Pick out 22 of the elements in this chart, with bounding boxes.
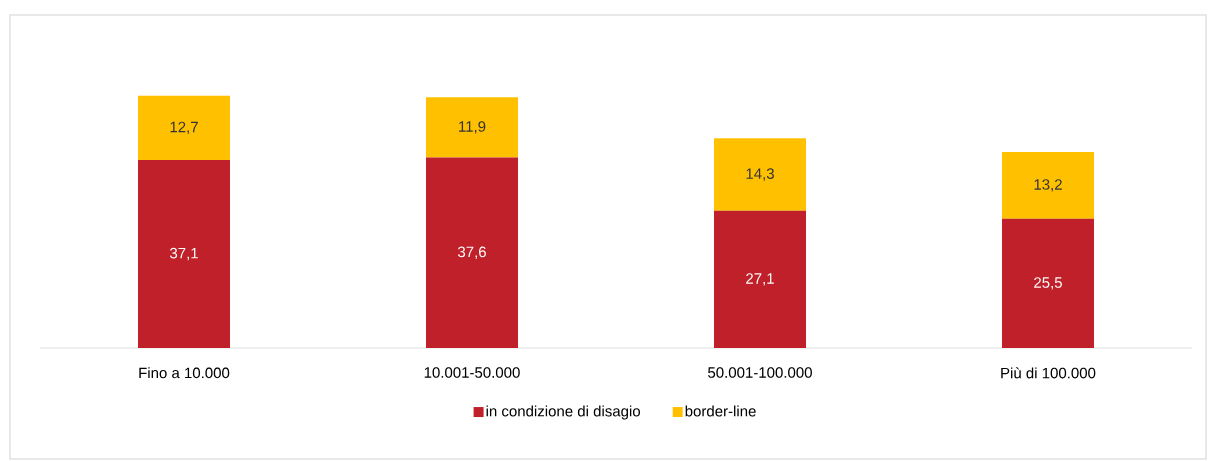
data-label: 27,1 (746, 273, 774, 286)
data-label: 11,9 (459, 121, 486, 134)
data-label: 25,5 (1034, 277, 1062, 290)
data-label: 14,3 (746, 168, 774, 181)
data-label: 37,1 (169, 247, 198, 261)
bar (138, 95, 230, 161)
data-label: 37,6 (457, 246, 486, 259)
data-label: 13,2 (1034, 179, 1062, 192)
legend-label: border-line (685, 405, 756, 417)
data-label: 12,7 (170, 121, 198, 135)
bar (426, 97, 518, 158)
bar (426, 157, 518, 348)
bar (714, 138, 806, 211)
bar (138, 160, 230, 348)
x-tick-label: Fino a 10.000 (139, 367, 230, 379)
bar (1001, 218, 1094, 348)
x-tick-label: 10.001-50.000 (424, 367, 520, 378)
x-tick-label: 50.001-100.000 (708, 367, 812, 378)
bar (1001, 151, 1094, 219)
bar (714, 210, 806, 348)
x-tick-label: Più di 100.000 (1001, 367, 1096, 379)
legend-label: in condizione di disagio (486, 405, 641, 420)
